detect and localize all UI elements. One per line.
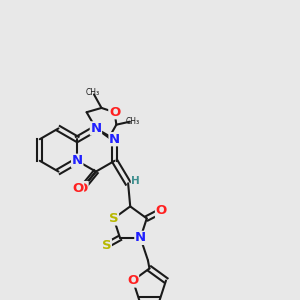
Text: N: N <box>72 154 83 167</box>
Text: N: N <box>135 231 146 244</box>
Text: N: N <box>109 133 120 146</box>
Text: S: S <box>102 239 111 252</box>
Text: O: O <box>77 182 88 195</box>
Text: CH₃: CH₃ <box>126 117 140 126</box>
Text: CH₃: CH₃ <box>85 88 100 97</box>
Text: H: H <box>131 176 140 186</box>
Text: S: S <box>109 212 118 225</box>
Text: O: O <box>72 182 83 195</box>
Text: O: O <box>109 106 120 119</box>
Text: O: O <box>127 274 139 287</box>
Text: N: N <box>90 122 101 135</box>
Text: O: O <box>155 204 167 218</box>
